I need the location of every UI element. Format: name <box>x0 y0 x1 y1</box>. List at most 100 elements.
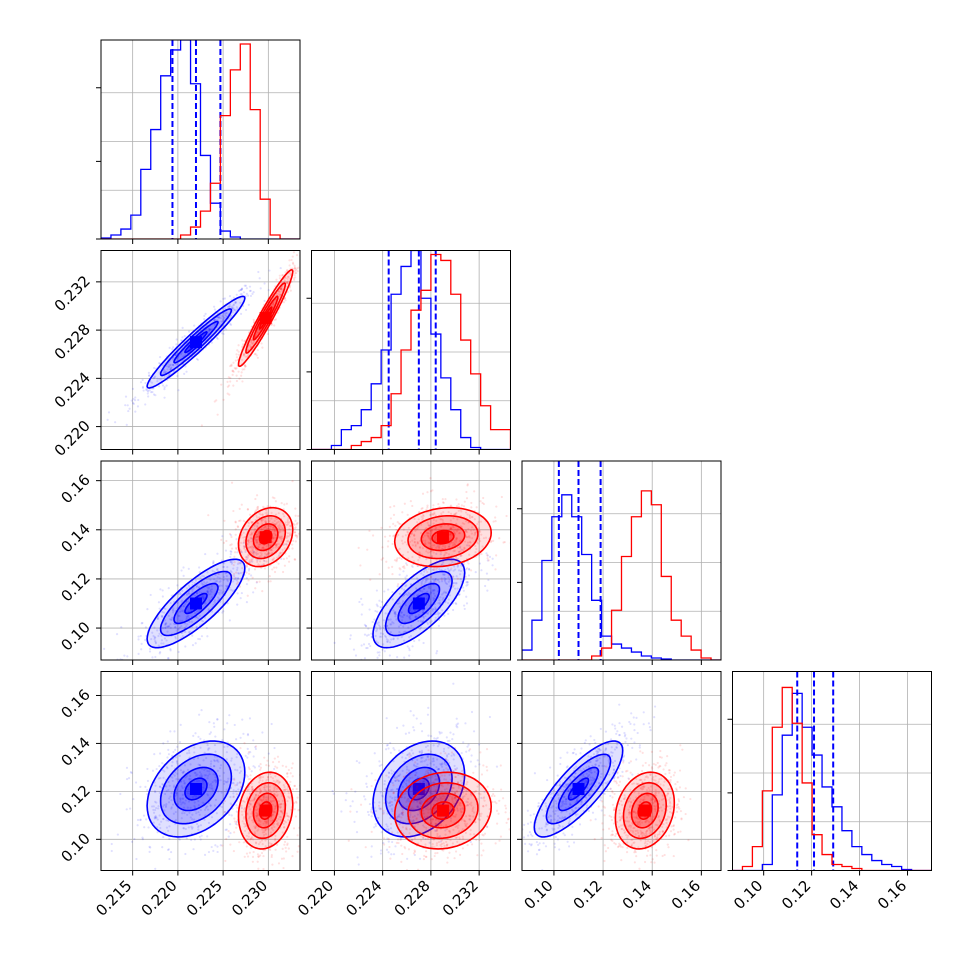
scatter-point <box>452 770 455 773</box>
scatter-point <box>443 580 447 583</box>
scatter-point <box>456 546 460 549</box>
scatter-point <box>460 504 463 507</box>
scatter-point <box>281 273 284 277</box>
scatter-point <box>269 790 272 793</box>
density-peak <box>436 531 449 544</box>
scatter-point <box>277 526 280 530</box>
scatter-point <box>245 564 248 567</box>
scatter-point <box>210 845 213 849</box>
scatter-point <box>242 822 245 825</box>
scatter-point <box>386 640 389 644</box>
scatter-point <box>414 529 417 533</box>
scatter-point <box>129 807 132 810</box>
scatter-point <box>153 817 156 820</box>
scatter-point <box>286 277 289 280</box>
scatter-point <box>264 833 268 836</box>
scatter-point <box>449 527 452 531</box>
scatter-point <box>221 844 224 847</box>
scatter-point <box>432 522 435 525</box>
scatter-point <box>259 788 262 792</box>
scatter-point <box>278 530 281 533</box>
scatter-point <box>414 545 417 548</box>
scatter-point <box>223 810 227 813</box>
scatter-point <box>126 404 129 407</box>
scatter-point <box>240 804 243 807</box>
scatter-point <box>157 385 161 388</box>
scatter-point <box>395 560 398 563</box>
scatter-point <box>207 514 210 517</box>
scatter-point <box>273 767 276 771</box>
scatter-point <box>464 575 467 578</box>
scatter-point <box>371 620 374 624</box>
scatter-point <box>166 756 169 759</box>
scatter-point <box>453 539 456 542</box>
scatter-point <box>189 806 192 809</box>
scatter-point <box>452 543 455 547</box>
scatter-point <box>256 541 259 545</box>
scatter-point <box>242 544 246 548</box>
scatter-point <box>294 268 297 272</box>
scatter-point <box>168 618 172 621</box>
scatter-point <box>275 544 278 548</box>
scatter-point <box>449 527 453 530</box>
scatter-point <box>131 387 135 390</box>
scatter-point <box>188 751 191 755</box>
scatter-point <box>211 780 214 784</box>
scatter-point <box>219 767 222 770</box>
scatter-point <box>422 836 425 840</box>
scatter-point <box>199 737 202 740</box>
scatter-point <box>195 812 198 815</box>
scatter-point <box>224 549 228 552</box>
scatter-point <box>455 725 458 728</box>
scatter-point <box>498 537 501 540</box>
x-tick-label: 0.225 <box>183 877 226 920</box>
scatter-point <box>167 848 170 851</box>
scatter-point <box>278 781 281 784</box>
scatter-point <box>302 244 304 246</box>
scatter-point <box>452 530 456 533</box>
scatter-point <box>136 818 140 822</box>
scatter-point <box>470 710 474 714</box>
scatter-point <box>442 561 445 564</box>
scatter-point <box>276 843 279 846</box>
scatter-point <box>467 574 471 577</box>
scatter-point <box>248 717 252 720</box>
scatter-point <box>158 632 161 635</box>
scatter-point <box>225 828 228 831</box>
scatter-point <box>411 645 414 648</box>
scatter-point <box>412 714 415 717</box>
scatter-point <box>154 640 157 643</box>
scatter-point <box>222 565 225 569</box>
scatter-point <box>270 854 273 857</box>
scatter-point <box>169 795 172 798</box>
scatter-point <box>229 553 232 556</box>
scatter-point <box>165 803 168 806</box>
scatter-point <box>246 294 250 297</box>
scatter-point <box>165 639 168 642</box>
scatter-point <box>255 814 258 817</box>
scatter-point <box>420 595 423 599</box>
scatter-point <box>175 788 179 792</box>
scatter-point <box>364 798 367 801</box>
scatter-point <box>195 592 199 595</box>
scatter-point <box>265 779 268 782</box>
scatter-point <box>432 518 435 522</box>
scatter-point <box>124 404 127 407</box>
scatter-point <box>223 316 226 320</box>
scatter-point <box>159 588 162 591</box>
scatter-point <box>375 630 378 633</box>
scatter-point <box>434 578 437 581</box>
scatter-point <box>193 806 197 809</box>
scatter-point <box>238 289 241 293</box>
scatter-point <box>106 418 109 421</box>
scatter-point <box>269 524 272 527</box>
scatter-point <box>457 550 460 554</box>
scatter-point <box>169 368 172 371</box>
scatter-point <box>406 530 409 533</box>
scatter-point <box>494 520 497 523</box>
scatter-point <box>478 562 482 565</box>
scatter-point <box>271 761 275 764</box>
scatter-point <box>160 639 163 642</box>
scatter-point <box>453 543 456 546</box>
scatter-point <box>280 537 283 541</box>
